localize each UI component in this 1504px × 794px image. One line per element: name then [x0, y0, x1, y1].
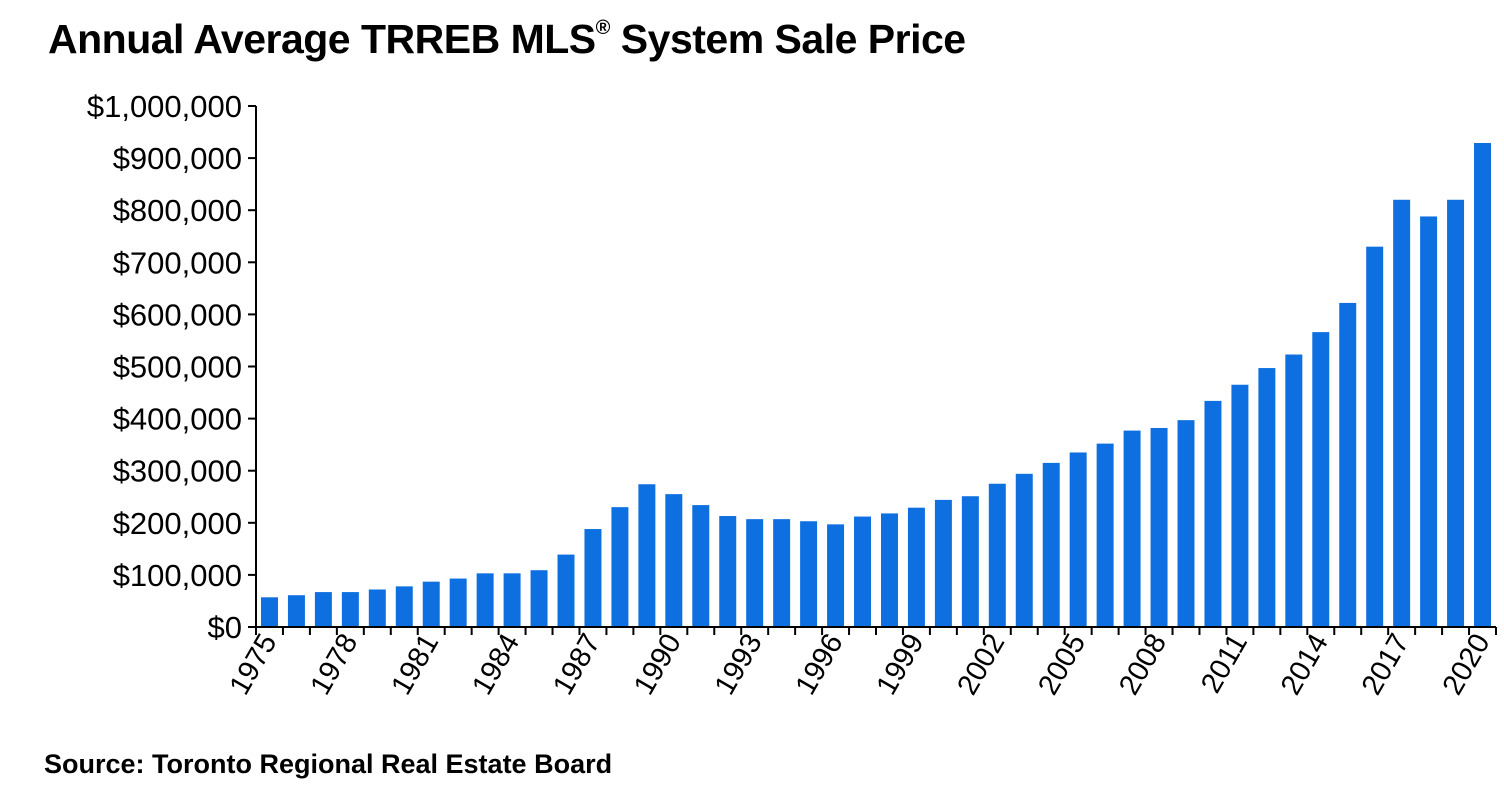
y-tick-label: $0: [208, 610, 242, 645]
chart-title-suffix: System Sale Price: [609, 16, 966, 62]
y-tick-label: $700,000: [113, 245, 242, 280]
bar-2005: [1069, 452, 1087, 627]
bar-2014: [1312, 332, 1330, 627]
bar-1981: [422, 581, 440, 627]
bar-2010: [1204, 400, 1222, 627]
bar-1994: [773, 519, 791, 627]
chart-title-text: Annual Average TRREB MLS: [48, 16, 596, 62]
bar-2004: [1042, 462, 1060, 627]
bar-2007: [1123, 430, 1141, 627]
bar-1989: [638, 484, 656, 627]
bar-2011: [1231, 384, 1249, 627]
x-tick-label: 1996: [790, 629, 850, 701]
bar-1997: [854, 516, 872, 627]
bar-1995: [800, 521, 818, 627]
bar-2008: [1150, 427, 1168, 627]
y-tick-label: $400,000: [113, 402, 242, 437]
x-tick-label: 2005: [1032, 628, 1092, 700]
y-tick-label: $300,000: [113, 454, 242, 489]
bar-1998: [880, 513, 898, 627]
bar-2000: [934, 499, 952, 627]
bar-1988: [611, 507, 629, 627]
x-tick-label: 2020: [1437, 628, 1497, 700]
x-tick-label: 1984: [466, 629, 526, 701]
bar-2016: [1366, 246, 1384, 628]
y-tick-label: $200,000: [113, 506, 242, 541]
y-tick-label: $500,000: [113, 350, 242, 385]
x-axis-labels: 1975 1978 1981 1984 1987 1990 1993 1996 1999 2002…: [224, 628, 1497, 700]
bar-1991: [692, 505, 710, 627]
x-tick-label: 2002: [951, 628, 1011, 700]
bar-1982: [449, 578, 467, 627]
bar-1985: [530, 570, 548, 627]
x-tick-label: 2017: [1356, 628, 1416, 700]
bar-1996: [827, 524, 845, 627]
y-tick-label: $600,000: [113, 297, 242, 332]
x-tick-label: 1981: [385, 629, 445, 701]
x-tick-label: 1993: [709, 629, 769, 701]
x-tick-label: 1990: [628, 629, 688, 701]
chart-title: Annual Average TRREB MLS® System Sale Pr…: [48, 16, 966, 63]
y-tick-label: $900,000: [113, 141, 242, 176]
bar-2019: [1447, 199, 1465, 627]
bar-1986: [557, 554, 575, 627]
y-axis-labels: $0 $100,000 $200,000 $300,000 $400,000 $500,0…: [87, 89, 242, 645]
bar-1975: [260, 597, 278, 627]
registered-mark: ®: [595, 17, 611, 40]
bar-2013: [1285, 354, 1303, 627]
x-tick-label: 2008: [1113, 628, 1173, 700]
bar-2006: [1096, 443, 1114, 627]
bar-1990: [665, 494, 683, 627]
bar-2015: [1339, 302, 1357, 627]
bar-2009: [1177, 420, 1195, 627]
bar-1984: [503, 573, 521, 627]
y-tick-label: $1,000,000: [87, 89, 242, 124]
x-tick-label: 1999: [871, 628, 931, 700]
bar-1987: [584, 529, 602, 627]
bar-2020: [1474, 142, 1492, 628]
bar-1983: [476, 573, 494, 627]
bar-2002: [988, 483, 1006, 627]
bar-1976: [287, 595, 305, 627]
x-tick-label: 2011: [1195, 628, 1254, 698]
x-tick-label: 2014: [1275, 628, 1335, 700]
bar-1980: [395, 586, 413, 627]
axes: [248, 105, 1497, 635]
source-note: Source: Toronto Regional Real Estate Boa…: [44, 749, 613, 779]
bar-2003: [1015, 473, 1033, 627]
x-tick-label: 1987: [547, 629, 607, 701]
bar-2018: [1420, 216, 1438, 627]
y-tick-label: $800,000: [113, 193, 242, 228]
bar-1977: [314, 592, 332, 627]
bar-1993: [746, 519, 764, 627]
bars: [260, 142, 1492, 628]
bar-2017: [1393, 199, 1411, 627]
bar-1978: [341, 592, 359, 627]
bar-2001: [961, 496, 979, 627]
bar-2012: [1258, 368, 1276, 627]
bar-1992: [719, 516, 737, 627]
bar-1999: [907, 507, 925, 627]
bar-1979: [368, 589, 386, 627]
y-tick-label: $100,000: [113, 558, 242, 593]
x-tick-label: 1978: [304, 629, 364, 701]
